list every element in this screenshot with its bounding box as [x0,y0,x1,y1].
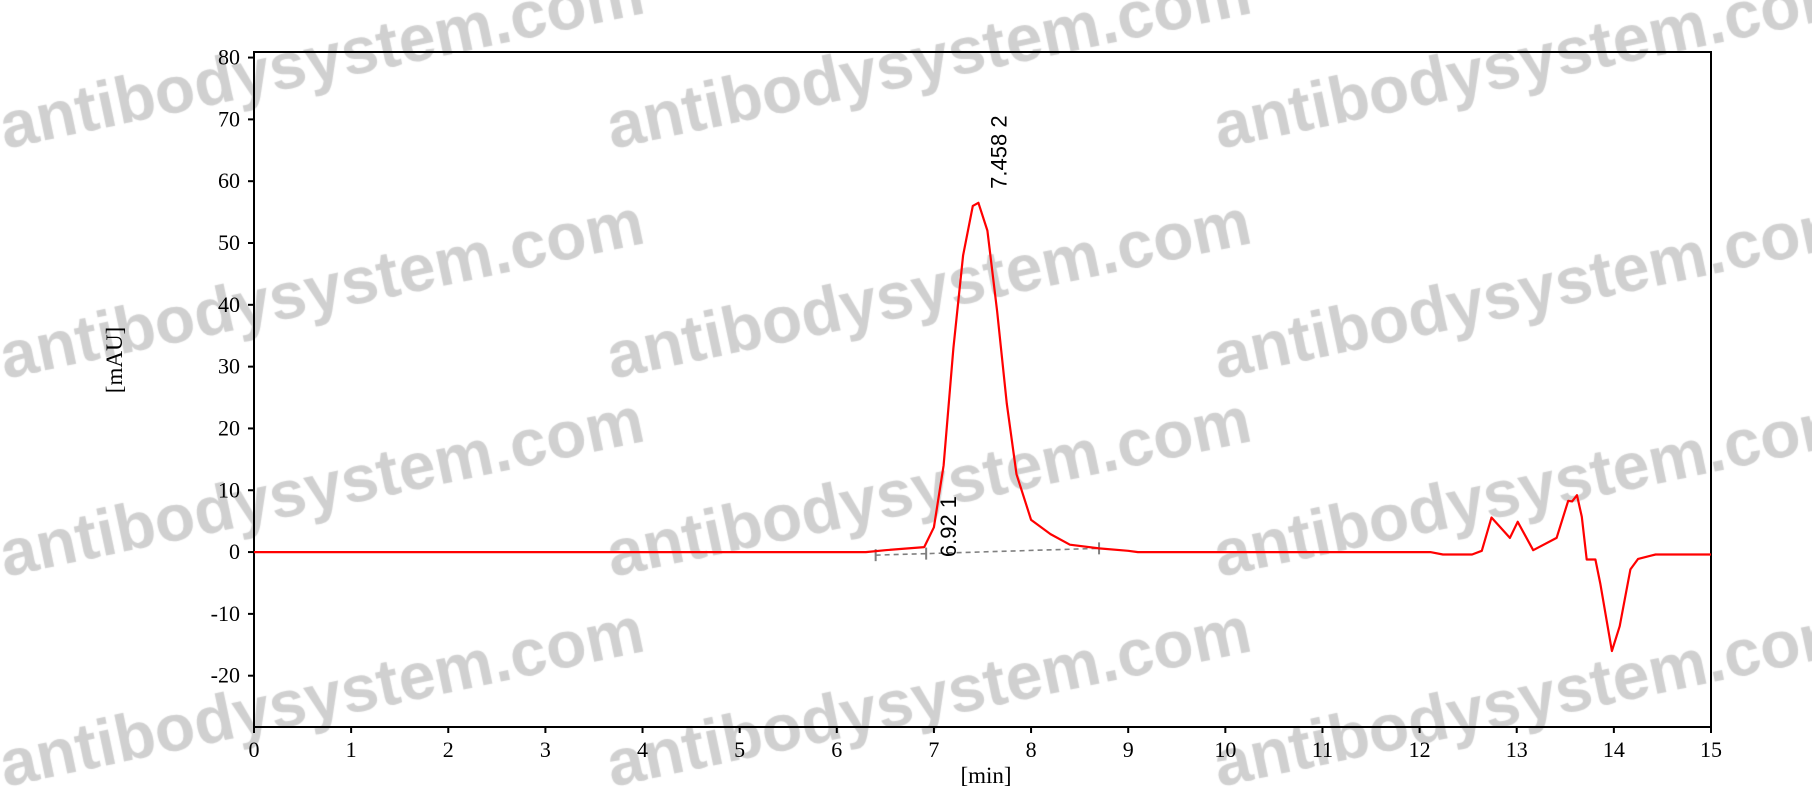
x-axis-title: [min] [960,763,1011,788]
x-tick-label: 0 [249,737,260,762]
y-tick-label: 70 [218,106,240,131]
x-tick-label: 5 [734,737,745,762]
x-tick-label: 7 [928,737,939,762]
x-tick-label: 3 [540,737,551,762]
x-tick-label: 1 [346,737,357,762]
x-tick-label: 4 [637,737,648,762]
y-axis: -20 -10 0 10 20 30 40 50 60 70 80 [211,45,254,688]
x-axis: 0 1 2 3 4 5 6 7 8 9 10 11 12 13 14 15 [249,727,1722,762]
y-tick-label: 10 [218,477,240,502]
y-tick-label: 80 [218,45,240,70]
y-axis-title: [mAU] [102,327,127,393]
x-tick-label: 6 [831,737,842,762]
y-tick-label: 20 [218,415,240,440]
x-tick-label: 11 [1312,737,1333,762]
y-tick-label: 60 [218,168,240,193]
peak-label: 6.92 1 [936,496,961,557]
y-tick-label: 30 [218,354,240,379]
y-tick-label: 40 [218,292,240,317]
y-tick-label: 50 [218,230,240,255]
y-tick-label: -10 [211,601,240,626]
peak-labels: 6.92 1 7.458 2 [936,115,1011,557]
peak-label: 7.458 2 [986,115,1011,188]
chromatogram-trace [254,201,1711,653]
plot-frame [253,51,1712,728]
x-tick-label: 12 [1409,737,1431,762]
y-tick-label: 0 [229,539,240,564]
x-tick-label: 2 [443,737,454,762]
integration-baseline [874,542,1101,562]
x-tick-label: 8 [1026,737,1037,762]
x-tick-label: 9 [1123,737,1134,762]
baseline-line [875,547,1100,556]
x-tick-label: 15 [1700,737,1722,762]
x-tick-label: 14 [1603,737,1625,762]
x-tick-label: 13 [1506,737,1528,762]
x-tick-label: 10 [1214,737,1236,762]
y-tick-label: -20 [211,663,240,688]
